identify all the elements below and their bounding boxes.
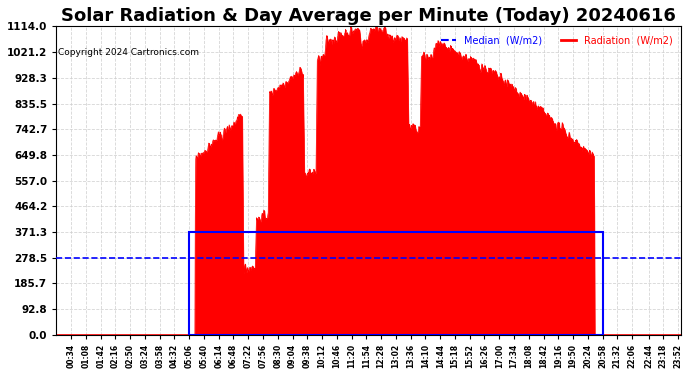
- Title: Solar Radiation & Day Average per Minute (Today) 20240616: Solar Radiation & Day Average per Minute…: [61, 7, 676, 25]
- Legend: Median  (W/m2), Radiation  (W/m2): Median (W/m2), Radiation (W/m2): [437, 32, 676, 49]
- Text: Copyright 2024 Cartronics.com: Copyright 2024 Cartronics.com: [57, 48, 199, 57]
- Bar: [189, 232, 602, 334]
